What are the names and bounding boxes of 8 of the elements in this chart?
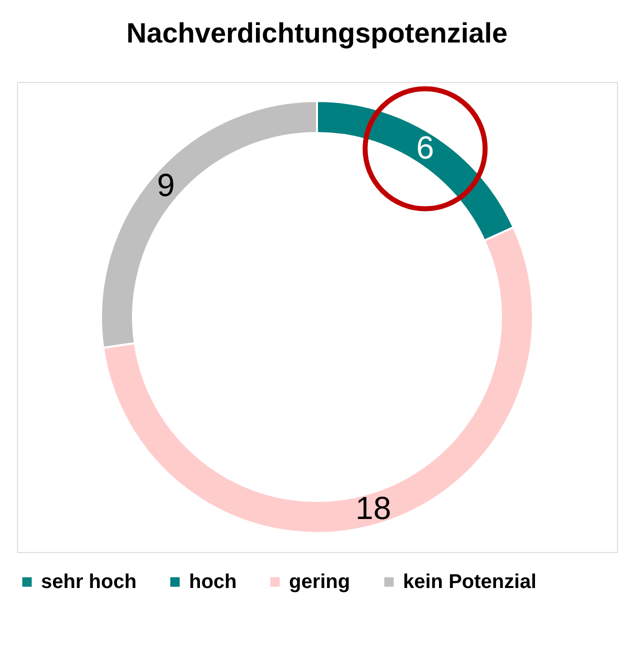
chart-title: Nachverdichtungspotenziale bbox=[126, 18, 508, 49]
data-label: 9 bbox=[156, 167, 175, 204]
legend-label: kein Potenzial bbox=[403, 571, 536, 593]
legend-label: sehr hoch bbox=[41, 571, 137, 593]
legend-label: hoch bbox=[189, 571, 237, 593]
legend-label: gering bbox=[289, 571, 350, 593]
data-label: 18 bbox=[356, 490, 392, 526]
data-label: 6 bbox=[416, 130, 434, 166]
